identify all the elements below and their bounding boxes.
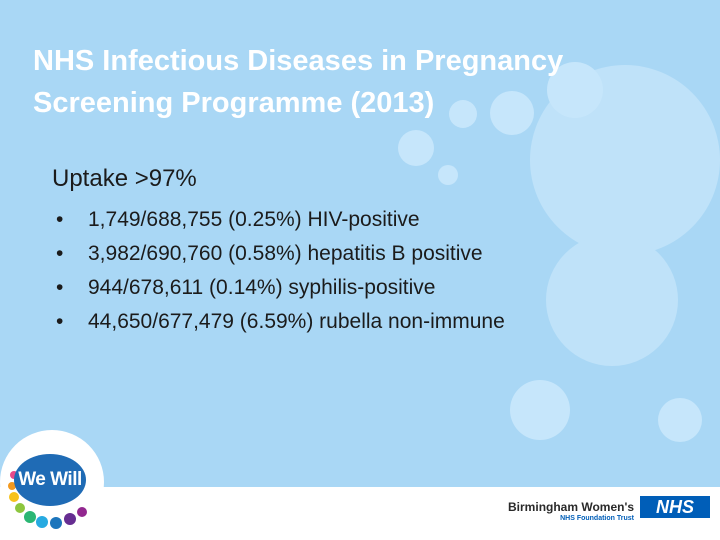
statistics-list: • 1,749/688,755 (0.25%) HIV-positive • 3,9… — [52, 203, 505, 339]
list-item-text: 944/678,611 (0.14%) syphilis-positive — [88, 276, 436, 299]
org-trust: NHS Foundation Trust — [560, 515, 634, 522]
footer-band — [0, 487, 720, 540]
bullet-icon: • — [56, 242, 64, 265]
list-item: • 1,749/688,755 (0.25%) HIV-positive — [52, 203, 505, 237]
organisation-name: Birmingham Women's NHS Foundation Trust — [508, 500, 634, 524]
bubble-small — [547, 62, 603, 118]
bubble-small — [449, 100, 477, 128]
logo-dot — [77, 507, 87, 517]
logo-dot — [64, 513, 76, 525]
uptake-heading: Uptake >97% — [52, 165, 197, 192]
logo-dot — [50, 517, 62, 529]
bubble-small — [490, 91, 534, 135]
org-name: Birmingham Women's — [508, 500, 634, 514]
logo-dot — [15, 503, 25, 513]
nhs-logo: NHS — [640, 496, 710, 518]
logo-dot — [9, 492, 19, 502]
logo-dot — [36, 516, 48, 528]
slide-title: NHS Infectious Diseases in Pregnancy Scr… — [33, 45, 564, 119]
logo-dot — [24, 511, 36, 523]
list-item-text: 3,982/690,760 (0.58%) hepatitis B positi… — [88, 242, 483, 265]
list-item: • 944/678,611 (0.14%) syphilis-positive — [52, 271, 505, 305]
bubble-small — [438, 165, 458, 185]
bullet-icon: • — [56, 310, 64, 333]
list-item-text: 44,650/677,479 (6.59%) rubella non-immun… — [88, 310, 505, 333]
bubble-small — [398, 130, 434, 166]
we-will-logo: We Will — [14, 454, 86, 506]
bullet-icon: • — [56, 276, 64, 299]
bubble-small — [658, 398, 702, 442]
list-item: • 44,650/677,479 (6.59%) rubella non-immu… — [52, 305, 505, 339]
list-item-text: 1,749/688,755 (0.25%) HIV-positive — [88, 208, 420, 231]
bubble-medium — [546, 234, 678, 366]
bubble-small — [510, 380, 570, 440]
bullet-icon: • — [56, 208, 64, 231]
list-item: • 3,982/690,760 (0.58%) hepatitis B posit… — [52, 237, 505, 271]
